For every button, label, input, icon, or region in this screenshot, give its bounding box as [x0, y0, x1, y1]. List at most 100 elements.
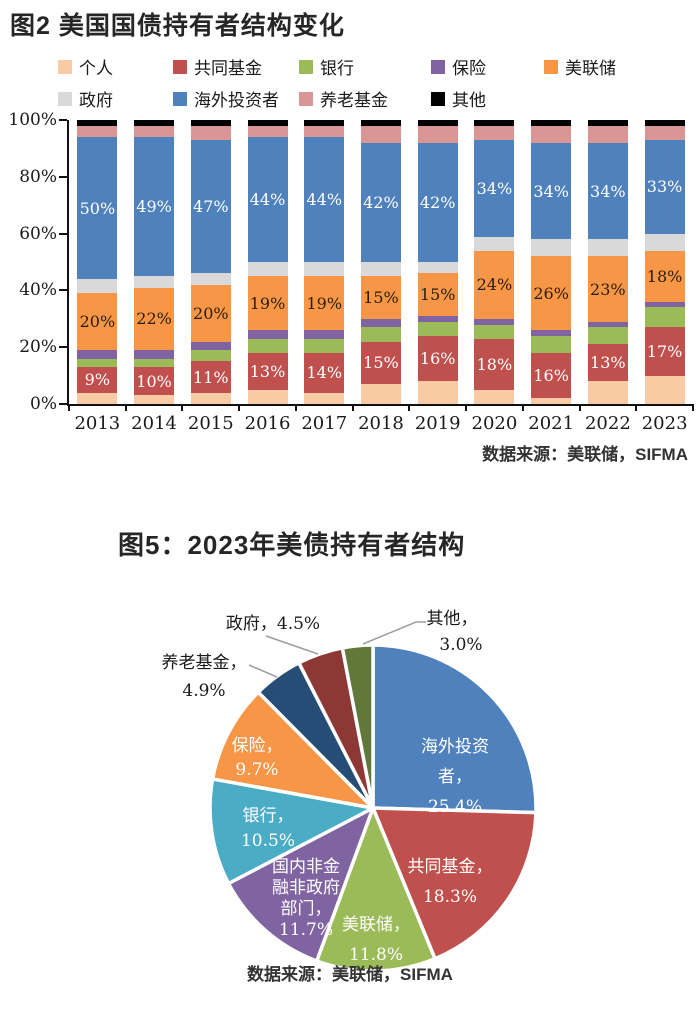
bar-segment — [247, 125, 288, 138]
bar-segment — [587, 321, 628, 328]
y-axis-tick — [59, 403, 67, 405]
bar-segment — [531, 125, 572, 143]
bar-segment: 24% — [474, 250, 515, 319]
bar-segment-label: 44% — [249, 190, 286, 210]
bar-segment-label: 44% — [306, 190, 343, 210]
bar-segment — [77, 392, 118, 404]
bar-segment: 11% — [190, 361, 231, 393]
bar-segment — [134, 120, 175, 126]
pie-slice-9 — [340, 643, 375, 810]
bar-segment — [587, 125, 628, 143]
bar-segment-label: 33% — [646, 177, 683, 197]
fig5-title: 图5：2023年美债持有者结构 — [118, 530, 466, 560]
bar-segment — [190, 120, 231, 126]
bar-segment: 18% — [474, 338, 515, 390]
x-axis-tick — [635, 404, 638, 411]
legend-item: 美联储 — [544, 54, 664, 79]
bar-segment: 49% — [134, 137, 175, 277]
y-axis-tick — [59, 289, 67, 292]
bar-segment: 15% — [360, 341, 401, 385]
fig2-legend: 个人 共同基金 银行 保险 美联储 政府 海外投资者 养老基金 其他 — [58, 54, 664, 111]
bar-segment-label: 15% — [419, 285, 456, 305]
bar-segment: 26% — [531, 256, 572, 331]
legend-item: 政府 — [58, 86, 173, 111]
bar-segment — [417, 315, 458, 322]
x-axis-tick — [521, 404, 524, 411]
legend-label: 海外投资者 — [194, 91, 279, 111]
bar-segment — [644, 375, 685, 404]
bar-slot: 10% 22% 49% — [126, 120, 183, 404]
y-axis-label: 0% — [30, 394, 57, 414]
bar-segment-label: 26% — [533, 283, 569, 303]
bar-segment-label: 16% — [533, 366, 569, 386]
bar-slot: 9% 20% 50% — [69, 120, 126, 404]
bar-segment-label: 19% — [306, 293, 343, 313]
legend-label: 共同基金 — [194, 59, 262, 79]
bar-segment: 34% — [531, 142, 572, 240]
stacked-bar-2022: 13% 23% 34% — [587, 120, 628, 404]
bar-segment-label: 50% — [79, 198, 116, 218]
bar-segment — [644, 125, 685, 140]
bar-segment-label: 42% — [363, 192, 399, 212]
bar-segment — [77, 358, 118, 368]
bar-segment — [134, 276, 175, 288]
bar-slot: 18% 24% 34% — [466, 120, 523, 404]
bar-segment — [474, 389, 515, 404]
legend-label: 保险 — [452, 59, 486, 79]
y-axis-tick — [59, 232, 67, 235]
bar-segment: 47% — [190, 139, 231, 274]
bar-segment-label: 34% — [476, 178, 513, 198]
bar-slot: 13% 19% 44% — [239, 120, 296, 404]
legend-swatch-icon — [299, 91, 313, 106]
fig2-title: 图2 美国国债持有者结构变化 — [10, 12, 345, 40]
legend-label: 美联储 — [565, 59, 616, 79]
bar-segment: 44% — [247, 137, 288, 263]
pie-slice-3 — [314, 806, 437, 973]
stacked-bar-2021: 16% 26% 34% — [531, 120, 572, 404]
bar-segment-label: 42% — [419, 192, 456, 212]
bar-segment-label: 17% — [646, 341, 683, 361]
x-axis-tick — [294, 404, 297, 411]
y-axis-label: 40% — [19, 280, 57, 301]
pie-leader-line — [362, 621, 426, 645]
bar-segment — [587, 381, 628, 404]
x-axis-label: 2021 — [528, 413, 575, 434]
bar-segment: 9% — [77, 367, 118, 393]
stacked-bar-2020: 18% 24% 34% — [474, 120, 515, 404]
bar-segment — [190, 125, 231, 140]
bar-segment: 13% — [587, 344, 628, 382]
bar-segment: 18% — [644, 250, 685, 302]
y-axis-tick — [59, 175, 67, 178]
bar-segment-label: 18% — [646, 266, 683, 286]
bar-segment: 20% — [190, 284, 231, 342]
legend-item: 海外投资者 — [173, 86, 299, 111]
pie-inside-label: 保险， 9.7% — [232, 736, 283, 780]
bar-segment — [304, 262, 345, 277]
bar-segment — [134, 350, 175, 359]
bar-segment — [247, 262, 288, 277]
bar-segment — [531, 330, 572, 336]
bar-segment-label: 34% — [590, 181, 626, 201]
bar-segment: 34% — [587, 142, 628, 240]
bar-segment-label: 24% — [476, 275, 513, 295]
bar-segment — [587, 239, 628, 257]
bar-segment: 16% — [531, 352, 572, 399]
stacked-bar-2015: 11% 20% 47% — [190, 120, 231, 404]
x-axis-tick — [68, 404, 70, 411]
bar-segment — [304, 330, 345, 339]
bar-slot: 11% 20% 47% — [182, 120, 239, 404]
bar-segment — [360, 262, 401, 277]
pie-outside-label: 其他， 3.0% — [427, 609, 483, 655]
x-axis-tick — [124, 404, 127, 411]
stacked-bar-2018: 15% 15% 42% — [360, 120, 401, 404]
pie-outside-label: 养老基金， 4.9% — [162, 653, 247, 701]
bar-segment: 14% — [304, 352, 345, 393]
y-axis-label: 60% — [19, 223, 57, 244]
bar-segment — [304, 392, 345, 404]
legend-label: 养老基金 — [320, 91, 388, 111]
bar-segment — [474, 318, 515, 325]
y-axis-tick — [59, 346, 67, 349]
bar-slot: 15% 15% 42% — [353, 120, 410, 404]
bar-segment-label: 9% — [84, 370, 111, 390]
x-axis-label: 2014 — [131, 413, 177, 434]
